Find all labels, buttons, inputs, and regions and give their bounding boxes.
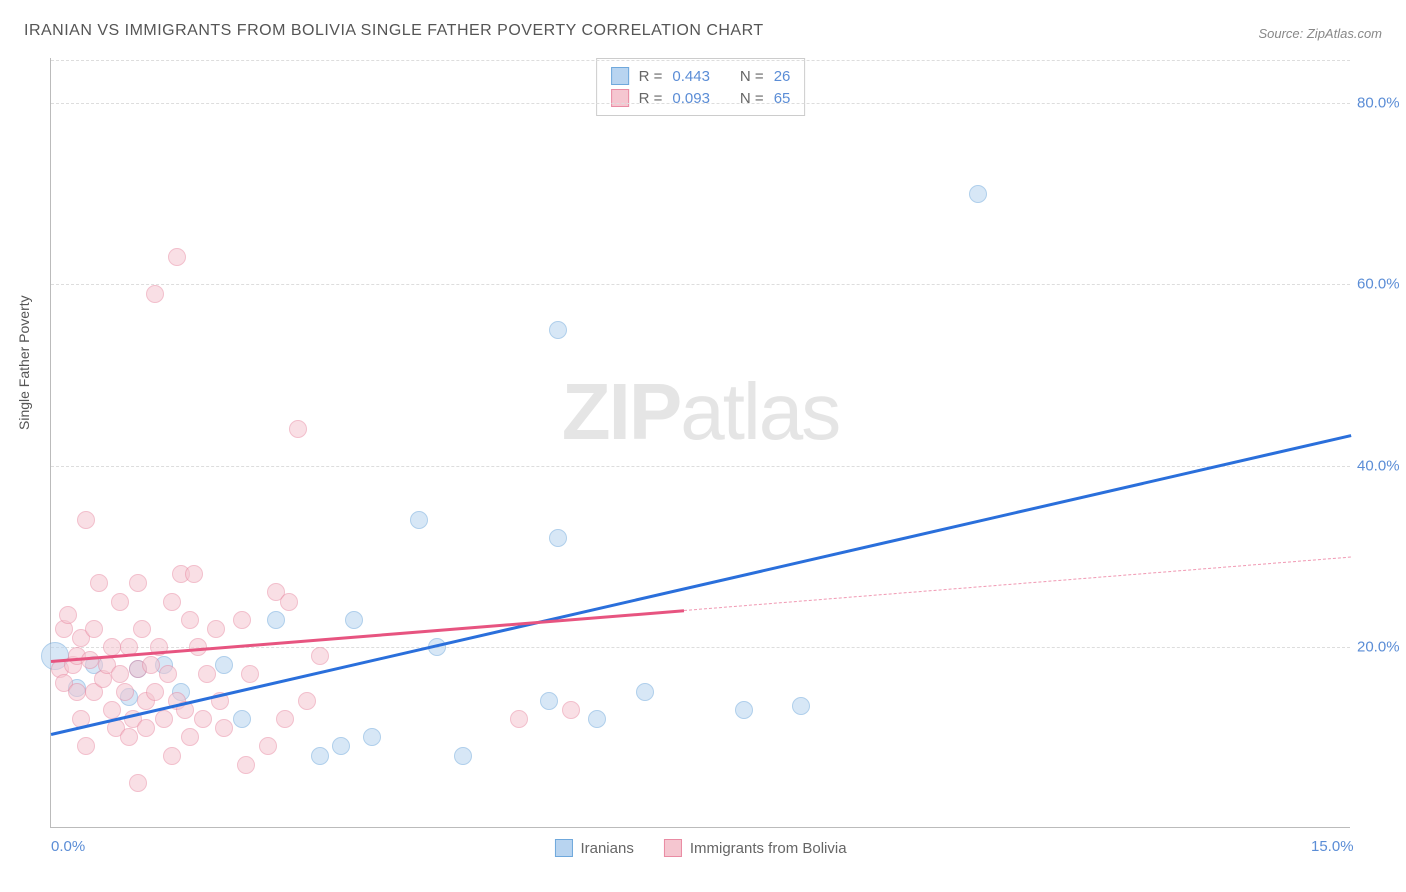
scatter-point: [215, 719, 233, 737]
scatter-point: [363, 728, 381, 746]
scatter-point: [137, 719, 155, 737]
scatter-point: [969, 185, 987, 203]
scatter-point: [735, 701, 753, 719]
source-label: Source: ZipAtlas.com: [1258, 26, 1382, 41]
gridline: [51, 647, 1350, 648]
scatter-point: [311, 747, 329, 765]
r-label: R =: [639, 68, 663, 85]
scatter-point: [146, 285, 164, 303]
scatter-point: [120, 728, 138, 746]
scatter-point: [194, 710, 212, 728]
swatch-iranians: [554, 839, 572, 857]
scatter-point: [133, 620, 151, 638]
scatter-point: [111, 665, 129, 683]
swatch-iranians: [611, 67, 629, 85]
scatter-point: [81, 651, 99, 669]
scatter-point: [510, 710, 528, 728]
legend-label: Immigrants from Bolivia: [690, 840, 847, 857]
gridline: [51, 60, 1350, 61]
watermark-atlas: atlas: [680, 367, 839, 456]
scatter-point: [146, 683, 164, 701]
n-value-iranians: 26: [774, 68, 791, 85]
y-axis-label: Single Father Poverty: [16, 295, 32, 430]
scatter-point: [142, 656, 160, 674]
scatter-point: [636, 683, 654, 701]
scatter-point: [454, 747, 472, 765]
r-value-iranians: 0.443: [672, 68, 710, 85]
swatch-bolivia: [611, 89, 629, 107]
scatter-point: [163, 747, 181, 765]
scatter-point: [85, 620, 103, 638]
scatter-point: [68, 683, 86, 701]
y-tick-label: 40.0%: [1357, 457, 1406, 474]
scatter-point: [276, 710, 294, 728]
watermark-text: ZIPatlas: [562, 366, 839, 458]
scatter-point: [562, 701, 580, 719]
scatter-point: [90, 574, 108, 592]
y-tick-label: 80.0%: [1357, 95, 1406, 112]
scatter-point: [103, 638, 121, 656]
scatter-point: [298, 692, 316, 710]
scatter-point: [77, 511, 95, 529]
chart-title: IRANIAN VS IMMIGRANTS FROM BOLIVIA SINGL…: [24, 22, 764, 40]
scatter-point: [111, 593, 129, 611]
x-tick-label: 15.0%: [1311, 838, 1354, 855]
scatter-point: [332, 737, 350, 755]
gridline: [51, 466, 1350, 467]
scatter-point: [588, 710, 606, 728]
watermark-zip: ZIP: [562, 367, 680, 456]
scatter-point: [181, 611, 199, 629]
scatter-point: [163, 593, 181, 611]
swatch-bolivia: [664, 839, 682, 857]
scatter-point: [280, 593, 298, 611]
scatter-point: [159, 665, 177, 683]
scatter-point: [215, 656, 233, 674]
y-tick-label: 20.0%: [1357, 638, 1406, 655]
scatter-point: [77, 737, 95, 755]
scatter-point: [233, 710, 251, 728]
scatter-point: [792, 697, 810, 715]
legend-row-iranians: R = 0.443 N = 26: [611, 65, 791, 87]
scatter-point: [129, 774, 147, 792]
scatter-point: [311, 647, 329, 665]
scatter-point: [549, 529, 567, 547]
scatter-point: [549, 321, 567, 339]
x-tick-label: 0.0%: [51, 838, 85, 855]
correlation-legend: R = 0.443 N = 26 R = 0.093 N = 65: [596, 58, 806, 116]
gridline: [51, 103, 1350, 104]
scatter-point: [185, 565, 203, 583]
series-legend: Iranians Immigrants from Bolivia: [554, 839, 846, 857]
scatter-point: [168, 248, 186, 266]
n-label: N =: [740, 68, 764, 85]
scatter-point: [540, 692, 558, 710]
scatter-point: [129, 574, 147, 592]
legend-label: Iranians: [580, 840, 633, 857]
scatter-point: [267, 611, 285, 629]
scatter-plot-area: ZIPatlas R = 0.443 N = 26 R = 0.093 N = …: [50, 58, 1350, 828]
legend-item-iranians: Iranians: [554, 839, 633, 857]
gridline: [51, 284, 1350, 285]
scatter-point: [259, 737, 277, 755]
trend-line: [51, 434, 1352, 735]
scatter-point: [59, 606, 77, 624]
scatter-point: [345, 611, 363, 629]
scatter-point: [233, 611, 251, 629]
scatter-point: [198, 665, 216, 683]
scatter-point: [241, 665, 259, 683]
legend-item-bolivia: Immigrants from Bolivia: [664, 839, 847, 857]
scatter-point: [181, 728, 199, 746]
scatter-point: [155, 710, 173, 728]
y-tick-label: 60.0%: [1357, 276, 1406, 293]
scatter-point: [410, 511, 428, 529]
scatter-point: [289, 420, 307, 438]
scatter-point: [207, 620, 225, 638]
scatter-point: [237, 756, 255, 774]
scatter-point: [116, 683, 134, 701]
legend-row-bolivia: R = 0.093 N = 65: [611, 87, 791, 109]
